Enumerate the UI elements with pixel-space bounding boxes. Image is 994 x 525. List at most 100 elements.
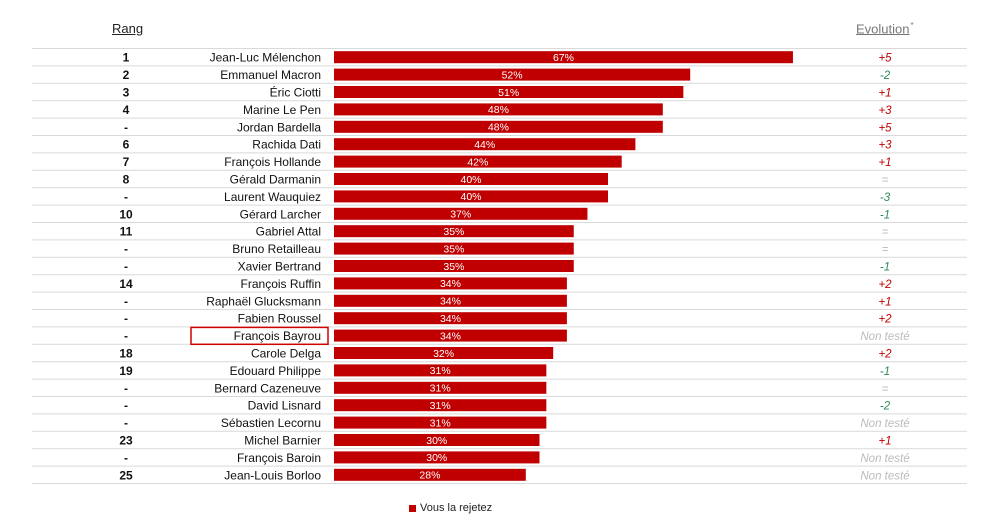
- chart-row: - Raphaël Glucksmann 34% +1: [32, 294, 967, 310]
- chart-row: - Fabien Roussel 34% +2: [32, 312, 967, 328]
- politician-name: François Bayrou: [234, 329, 321, 343]
- evolution-value: -1: [880, 262, 890, 274]
- politician-name: Marine Le Pen: [243, 103, 321, 117]
- rank-label: -: [124, 451, 128, 465]
- bar: [334, 103, 663, 116]
- bar-value-label: 35%: [443, 261, 464, 273]
- rank-label: 3: [123, 86, 130, 100]
- bar: [334, 190, 608, 203]
- rank-label: 4: [123, 103, 130, 117]
- bar-value-label: 48%: [488, 122, 509, 134]
- chart-row: 23 Michel Barnier 30% +1: [32, 434, 967, 450]
- chart-row: - Sébastien Lecornu 31% Non testé: [32, 416, 967, 432]
- rank-label: 25: [119, 468, 133, 482]
- politician-name: Bruno Retailleau: [232, 242, 321, 256]
- politician-name: Jean-Louis Borloo: [224, 468, 321, 482]
- bar-value-label: 40%: [460, 174, 481, 186]
- bar: [334, 434, 540, 446]
- evolution-value: +3: [878, 105, 892, 117]
- chart-row: - Bernard Cazeneuve 31% =: [32, 381, 967, 397]
- politician-name: Jean-Luc Mélenchon: [210, 51, 321, 65]
- evolution-footnote-mark: *: [910, 21, 914, 30]
- bar-value-label: 42%: [467, 156, 488, 168]
- evolution-value: +2: [878, 314, 892, 326]
- bar-value-label: 31%: [430, 365, 451, 377]
- highlight-box: [190, 326, 329, 346]
- evolution-value: Non testé: [860, 418, 909, 430]
- evolution-value: +1: [878, 157, 891, 169]
- bar-value-label: 32%: [433, 348, 454, 360]
- chart-row: - Jordan Bardella 48% +5: [32, 120, 967, 136]
- rank-label: -: [124, 190, 128, 204]
- bar: [334, 86, 684, 98]
- rank-column-header: Rang: [112, 21, 144, 36]
- politician-name: Éric Ciotti: [270, 85, 321, 100]
- bar-value-label: 51%: [498, 87, 519, 99]
- chart-row: - Xavier Bertrand 35% -1: [32, 260, 967, 276]
- evolution-value: +5: [878, 53, 892, 65]
- legend-label: Vous la rejetez: [420, 502, 493, 514]
- bar: [334, 277, 567, 290]
- chart-row: 7 François Hollande 42% +1: [32, 155, 967, 171]
- rank-label: 8: [123, 173, 130, 187]
- chart-row: - Laurent Wauquiez 40% -3: [32, 190, 967, 206]
- evolution-value: +3: [878, 140, 892, 152]
- legend-swatch: [409, 504, 416, 512]
- bar-value-label: 52%: [502, 69, 523, 81]
- evolution-value: -2: [880, 401, 891, 413]
- politician-name: Fabien Roussel: [238, 312, 321, 326]
- chart-row: 8 Gérald Darmanin 40% =: [32, 173, 967, 189]
- rank-label: 2: [123, 68, 130, 82]
- rank-label: -: [124, 399, 128, 413]
- politician-name: David Lisnard: [248, 399, 321, 413]
- bar: [334, 225, 574, 238]
- bar: [334, 312, 567, 325]
- bar: [334, 138, 636, 151]
- bar: [334, 173, 608, 185]
- rank-label: 7: [123, 155, 130, 169]
- bar: [334, 329, 567, 342]
- chart-row: 19 Edouard Philippe 31% -1: [32, 364, 967, 380]
- politician-name: Rachida Dati: [252, 138, 321, 152]
- politician-name: Jordan Bardella: [237, 120, 321, 134]
- evolution-value: =: [882, 244, 889, 256]
- rank-label: -: [124, 260, 128, 274]
- rank-label: 6: [123, 138, 130, 152]
- chart-row: 2 Emmanuel Macron 52% -2: [32, 68, 967, 84]
- bar: [334, 468, 526, 481]
- chart-legend: Vous la rejetez: [409, 502, 492, 514]
- bar-value-label: 28%: [419, 470, 440, 482]
- rank-label: -: [124, 120, 128, 134]
- rank-label: 19: [119, 364, 133, 378]
- bar: [334, 260, 574, 272]
- bar: [334, 155, 622, 168]
- bar-value-label: 48%: [488, 104, 509, 116]
- bar-value-label: 44%: [474, 139, 495, 151]
- bar-value-label: 34%: [440, 296, 461, 308]
- bar: [334, 416, 547, 429]
- bar-value-label: 37%: [450, 209, 471, 221]
- evolution-value: +5: [878, 122, 892, 134]
- bar: [334, 381, 547, 394]
- bar-value-label: 34%: [440, 313, 461, 325]
- politician-name: Gérard Larcher: [240, 207, 321, 221]
- rank-label: 10: [119, 207, 133, 221]
- politician-name: Michel Barnier: [244, 434, 321, 448]
- evolution-value: +2: [878, 279, 892, 291]
- politician-name: Gabriel Attal: [256, 225, 321, 239]
- chart-row: 3 Éric Ciotti 51% +1: [32, 85, 967, 102]
- bar: [334, 207, 588, 220]
- politician-name: Xavier Bertrand: [238, 260, 321, 274]
- evolution-value: +1: [878, 436, 891, 448]
- evolution-value: Non testé: [860, 331, 909, 343]
- evolution-value: +2: [878, 349, 892, 361]
- evolution-value: -1: [880, 366, 890, 378]
- bar: [334, 347, 554, 359]
- chart-row: 11 Gabriel Attal 35% =: [32, 225, 967, 241]
- bar-value-label: 31%: [430, 400, 451, 412]
- politician-name: François Ruffin: [241, 277, 321, 291]
- bar: [334, 51, 793, 64]
- evolution-value: =: [882, 227, 889, 239]
- bar: [334, 399, 547, 412]
- politician-name: Emmanuel Macron: [220, 68, 321, 82]
